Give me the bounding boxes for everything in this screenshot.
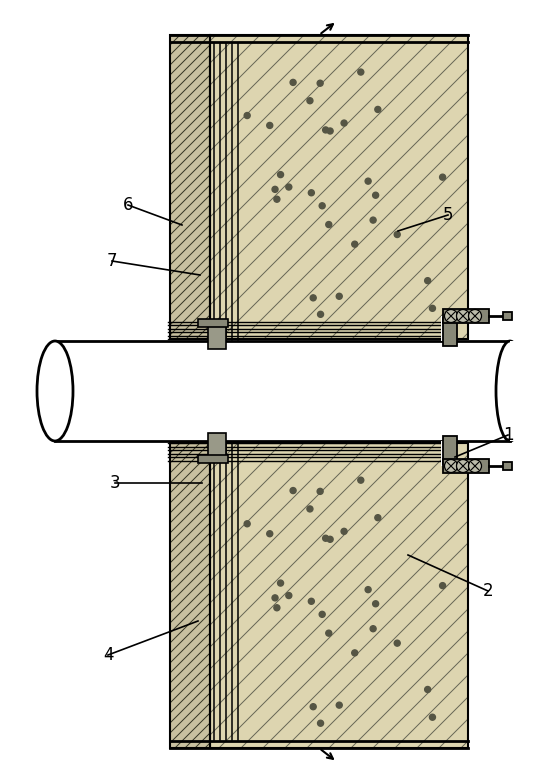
- Circle shape: [341, 120, 347, 126]
- Circle shape: [440, 583, 446, 589]
- Circle shape: [468, 309, 482, 323]
- Bar: [503, 312, 512, 320]
- Bar: [208, 433, 226, 457]
- Bar: [198, 319, 228, 327]
- Circle shape: [365, 179, 371, 184]
- Circle shape: [317, 312, 324, 317]
- Circle shape: [286, 593, 292, 598]
- Circle shape: [317, 720, 324, 727]
- Ellipse shape: [496, 341, 524, 441]
- Circle shape: [307, 506, 313, 512]
- Circle shape: [309, 598, 314, 604]
- Circle shape: [430, 305, 436, 312]
- Circle shape: [244, 113, 250, 118]
- Circle shape: [307, 98, 313, 103]
- Bar: [443, 436, 457, 464]
- Circle shape: [244, 521, 250, 527]
- Circle shape: [274, 604, 280, 611]
- Bar: [443, 459, 489, 473]
- Circle shape: [375, 106, 381, 113]
- Text: 5: 5: [443, 206, 453, 224]
- Circle shape: [445, 309, 457, 323]
- Bar: [208, 325, 226, 349]
- Text: 2: 2: [483, 582, 493, 600]
- Circle shape: [267, 122, 273, 128]
- Bar: [170, 35, 210, 339]
- Circle shape: [322, 536, 329, 541]
- Circle shape: [370, 217, 376, 223]
- Bar: [210, 443, 468, 748]
- Circle shape: [286, 184, 292, 190]
- Bar: [443, 318, 457, 346]
- Bar: [441, 316, 446, 341]
- Circle shape: [445, 460, 457, 472]
- Circle shape: [336, 702, 342, 708]
- Circle shape: [278, 171, 284, 178]
- Circle shape: [372, 601, 379, 607]
- Circle shape: [290, 79, 296, 85]
- Circle shape: [370, 626, 376, 632]
- Bar: [170, 443, 210, 748]
- Circle shape: [310, 704, 316, 709]
- Circle shape: [375, 514, 381, 521]
- Bar: [503, 462, 512, 470]
- Circle shape: [327, 536, 333, 543]
- Circle shape: [365, 586, 371, 593]
- Circle shape: [468, 460, 482, 472]
- Bar: [210, 443, 468, 748]
- Circle shape: [278, 580, 284, 586]
- Circle shape: [336, 294, 342, 299]
- Circle shape: [326, 630, 332, 636]
- Text: 6: 6: [123, 196, 133, 214]
- Circle shape: [322, 127, 329, 133]
- Circle shape: [326, 222, 332, 228]
- Text: 3: 3: [110, 474, 120, 492]
- Circle shape: [267, 531, 273, 536]
- Circle shape: [372, 193, 379, 198]
- Bar: [441, 441, 446, 466]
- Bar: [443, 309, 489, 323]
- Circle shape: [352, 650, 358, 656]
- Circle shape: [319, 203, 325, 209]
- Text: 4: 4: [103, 646, 113, 664]
- Circle shape: [430, 714, 436, 720]
- Text: 7: 7: [107, 252, 117, 270]
- Bar: [170, 443, 210, 748]
- Text: 1: 1: [503, 426, 513, 444]
- Circle shape: [274, 197, 280, 202]
- Circle shape: [341, 529, 347, 534]
- Circle shape: [358, 69, 364, 75]
- Circle shape: [319, 612, 325, 617]
- Circle shape: [272, 186, 278, 193]
- Circle shape: [425, 278, 431, 283]
- Bar: [210, 35, 468, 339]
- Circle shape: [352, 241, 358, 247]
- Ellipse shape: [37, 341, 73, 441]
- Bar: [170, 35, 210, 339]
- Circle shape: [457, 309, 470, 323]
- Circle shape: [327, 128, 333, 134]
- Bar: [55, 341, 510, 441]
- Circle shape: [309, 189, 314, 196]
- Circle shape: [358, 477, 364, 483]
- Circle shape: [290, 488, 296, 493]
- Bar: [510, 341, 530, 441]
- Circle shape: [394, 232, 400, 237]
- Circle shape: [310, 295, 316, 301]
- Circle shape: [317, 80, 323, 86]
- Circle shape: [394, 640, 400, 646]
- Circle shape: [425, 687, 431, 692]
- Circle shape: [457, 460, 470, 472]
- Circle shape: [317, 489, 323, 494]
- Bar: [210, 35, 468, 339]
- Circle shape: [440, 174, 446, 180]
- Bar: [198, 455, 228, 463]
- Circle shape: [272, 595, 278, 601]
